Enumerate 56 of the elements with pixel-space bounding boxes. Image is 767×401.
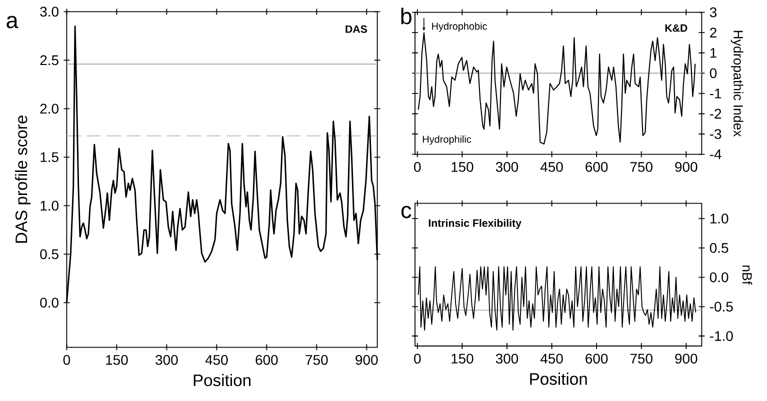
y-tick-label: -3 [710, 129, 722, 139]
y-axis-title: DAS profile score [15, 116, 30, 243]
x-tick-label: 750 [630, 354, 652, 364]
x-axis-title: Position [194, 374, 250, 386]
y-tick-label: -1.0 [710, 331, 733, 341]
y-axis-title: Hydropathic Index [730, 30, 744, 137]
x-tick-label: 750 [306, 355, 328, 365]
y-tick-label: 1.0 [40, 200, 58, 211]
annotation: K&D [665, 24, 688, 32]
x-tick-label: 600 [586, 354, 608, 364]
x-tick-label: 150 [452, 162, 474, 172]
y-tick-label: -0.5 [710, 302, 733, 312]
y-tick-label: 2.5 [40, 55, 58, 66]
x-tick-label: 0 [63, 355, 70, 365]
x-tick-label: 900 [356, 355, 378, 365]
x-tick-label: 600 [256, 355, 278, 365]
y-tick-label: 2 [710, 28, 716, 38]
annotation: DAS [346, 25, 367, 33]
y-tick-label: 0 [710, 68, 717, 78]
x-tick-label: 450 [540, 354, 563, 364]
y-tick-label: 1 [710, 48, 716, 58]
annotation: Hydrophilic [422, 135, 472, 145]
text: a [6, 16, 18, 28]
annotation: Intrinsic Flexibility [428, 219, 522, 229]
x-tick-label: 900 [675, 354, 698, 364]
x-tick-label: 900 [675, 162, 698, 172]
y-axis-title: nBf [742, 266, 752, 285]
x-tick-label: 600 [586, 162, 608, 172]
x-tick-label: 300 [156, 355, 178, 365]
x-tick-label: 300 [496, 354, 518, 364]
y-tick-label: 1.5 [40, 152, 58, 162]
text: c [401, 206, 412, 218]
x-axis-title: Position [530, 372, 587, 385]
x-tick-label: 300 [496, 162, 518, 172]
x-tick-label: 450 [540, 162, 563, 172]
y-tick-label: -2 [710, 108, 722, 119]
y-tick-label: 1.0 [710, 214, 728, 224]
x-tick-label: 450 [205, 355, 228, 365]
y-tick-label: -4 [710, 150, 722, 160]
y-tick-label: 0.0 [40, 298, 58, 308]
x-tick-label: 150 [452, 354, 474, 364]
line-series [418, 32, 696, 144]
text: b [401, 8, 412, 24]
annotation: Hydrophobic [432, 22, 487, 32]
y-tick-label: -1 [710, 88, 722, 98]
x-tick-label: 150 [106, 355, 128, 365]
x-tick-label: 750 [630, 162, 652, 172]
y-tick-label: 3 [710, 7, 717, 18]
line-series [418, 266, 696, 331]
y-tick-label: 0.5 [40, 249, 58, 260]
y-tick-label: 3.0 [40, 6, 58, 17]
y-tick-label: 0.5 [710, 243, 728, 253]
x-tick-label: 0 [414, 162, 421, 172]
y-tick-label: 0.0 [710, 272, 728, 282]
x-tick-label: 0 [414, 354, 421, 364]
y-tick-label: 2.0 [40, 104, 58, 114]
